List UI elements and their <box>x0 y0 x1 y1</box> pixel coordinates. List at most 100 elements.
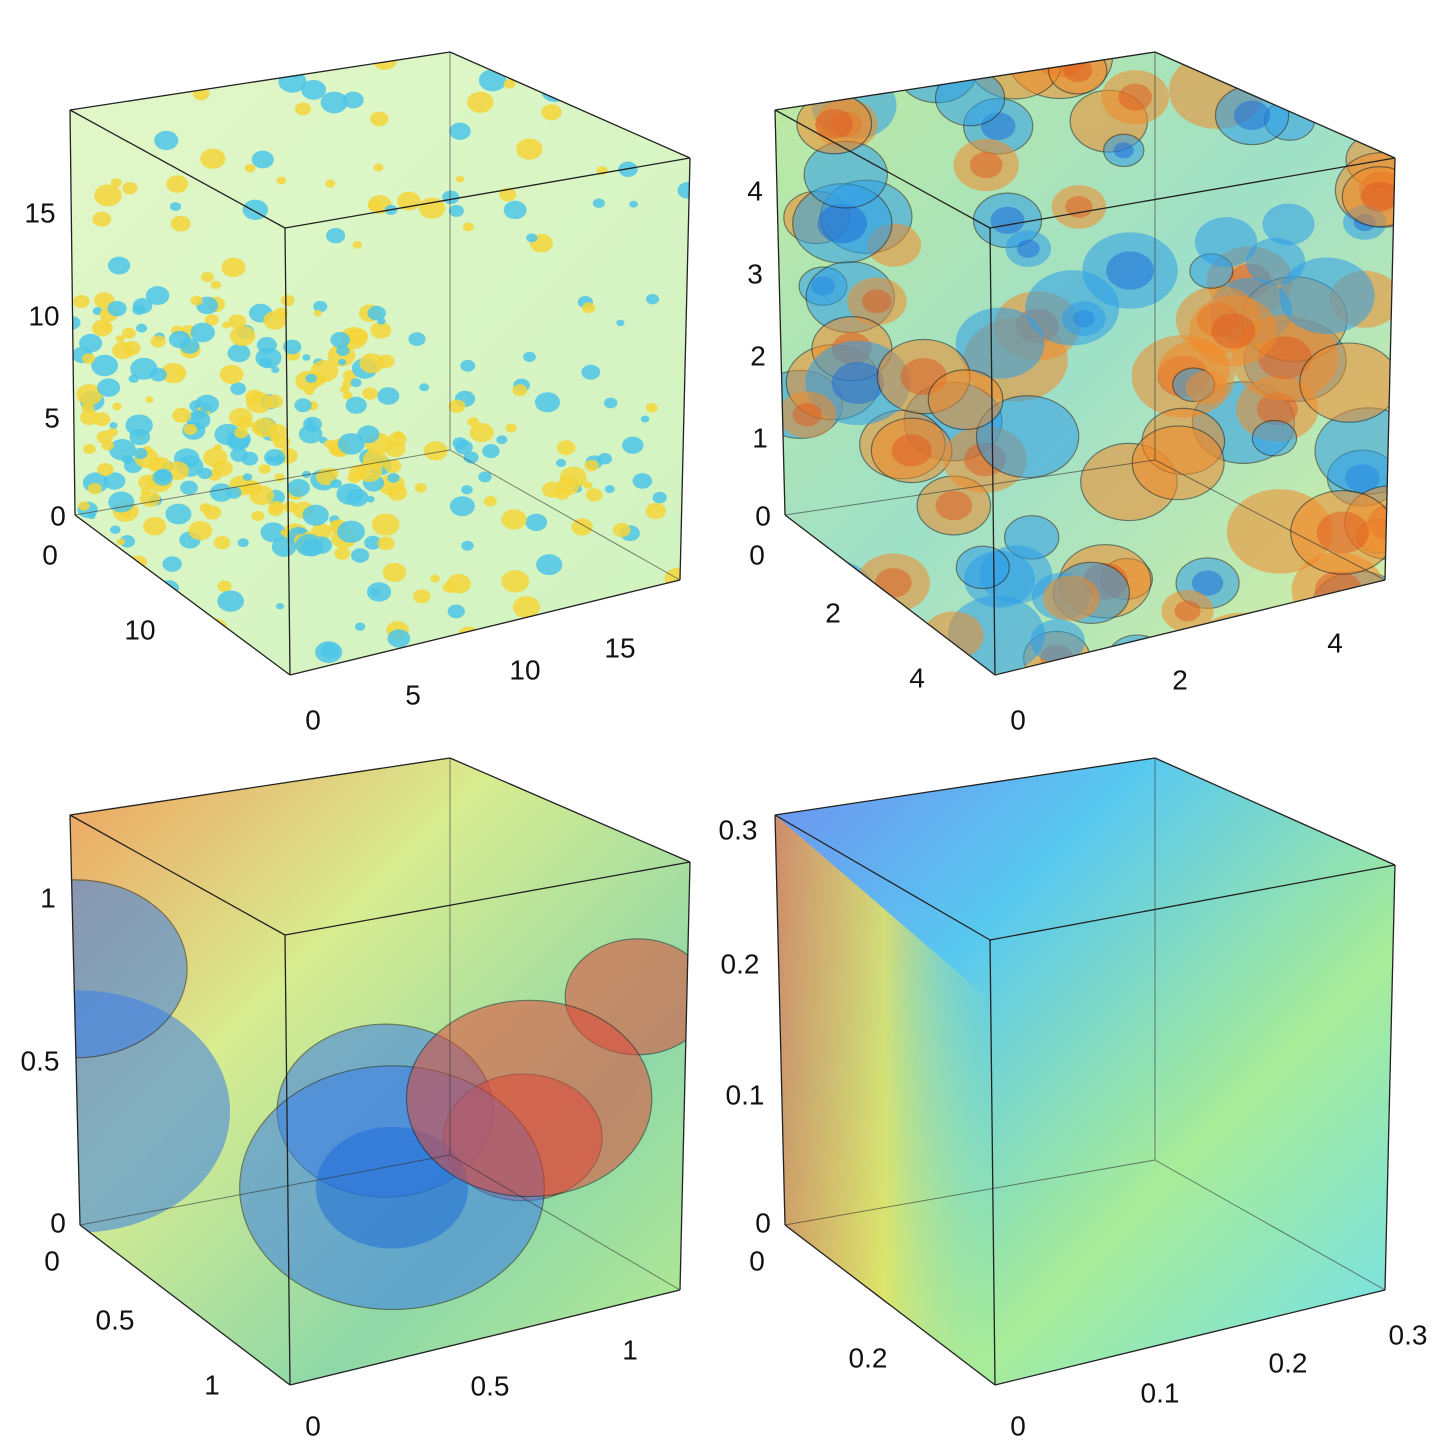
negative-isosurface <box>351 548 370 563</box>
x-tick-label: 0 <box>305 1410 321 1441</box>
negative-isosurface <box>640 415 650 423</box>
cube-edge <box>74 514 291 676</box>
z-tick-label: 15 <box>24 197 55 228</box>
positive-isosurface <box>244 163 256 173</box>
negative-isosurface <box>603 397 618 409</box>
positive-isosurface <box>377 536 395 551</box>
positive-isosurface <box>94 184 122 207</box>
negative-isosurface <box>452 437 468 450</box>
y-tick-label: 1 <box>204 1369 220 1400</box>
positive-isosurface <box>462 222 475 232</box>
negative-isosurface <box>1262 203 1315 246</box>
isosurface-core <box>1174 600 1201 622</box>
z-tick-label: 0 <box>755 1207 771 1238</box>
negative-isosurface <box>152 469 173 486</box>
negative-isosurface <box>655 619 676 636</box>
isosurface-core <box>315 1126 469 1249</box>
positive-isosurface <box>775 586 841 675</box>
positive-isosurface <box>166 175 189 193</box>
negative-isosurface <box>777 57 829 98</box>
positive-isosurface <box>1319 52 1395 121</box>
cube-edge <box>284 227 291 676</box>
isosurface-core <box>861 289 892 314</box>
positive-isosurface <box>190 295 203 306</box>
cube-panel-top-right <box>774 51 1396 676</box>
negative-isosurface <box>149 367 167 382</box>
isosurface-core <box>1106 251 1154 290</box>
z-tick-label: 10 <box>28 300 59 331</box>
positive-isosurface <box>283 501 298 513</box>
positive-isosurface <box>583 64 610 86</box>
cube-edge <box>284 934 291 1386</box>
negative-isosurface <box>575 55 598 74</box>
negative-isosurface <box>295 534 324 557</box>
positive-isosurface <box>568 608 596 631</box>
x-tick-label: 15 <box>604 632 635 663</box>
negative-isosurface <box>1106 634 1168 675</box>
positive-isosurface <box>622 56 647 76</box>
negative-isosurface <box>128 374 139 383</box>
negative-isosurface <box>1251 419 1298 457</box>
positive-isosurface <box>1243 644 1290 675</box>
isosurface-core <box>1255 653 1279 672</box>
positive-isosurface <box>418 197 446 219</box>
isosurface-core <box>1233 100 1271 130</box>
cube-panel-bottom-right <box>774 757 1396 1386</box>
negative-isosurface <box>525 513 548 532</box>
positive-isosurface <box>571 518 593 536</box>
cube-back-edge <box>784 459 1156 516</box>
positive-isosurface <box>1283 52 1368 114</box>
negative-isosurface <box>526 233 538 243</box>
negative-isosurface <box>555 458 567 468</box>
isosurface-core <box>1211 313 1256 349</box>
cube-back-edge <box>449 1154 681 1291</box>
negative-isosurface <box>668 659 680 670</box>
negative-isosurface <box>283 339 302 355</box>
isosurface-core <box>891 434 932 467</box>
cube-edge <box>289 579 681 676</box>
negative-isosurface <box>345 396 367 414</box>
positive-isosurface <box>349 465 368 480</box>
panel-bottom-right-ticks: 0.3 0.2 0.1 0 0 0.2 0 0.1 0.2 0.3 <box>719 814 1428 1441</box>
positive-isosurface <box>448 399 466 413</box>
positive-isosurface <box>334 547 351 560</box>
positive-isosurface <box>234 427 249 439</box>
z-tick-label: 0.2 <box>721 948 760 979</box>
negative-isosurface <box>338 358 347 366</box>
negative-isosurface <box>200 402 212 413</box>
z-tick-label: 3 <box>747 258 763 289</box>
negative-isosurface <box>934 69 1006 127</box>
positive-isosurface <box>219 364 244 384</box>
negative-isosurface <box>303 416 322 432</box>
z-tick-label: 1 <box>752 422 768 453</box>
positive-isosurface <box>268 424 288 440</box>
positive-isosurface <box>325 179 336 188</box>
cube-edge <box>1154 757 1396 866</box>
cube-back-edge <box>74 449 451 516</box>
negative-isosurface <box>278 70 307 93</box>
isosurface-core <box>1113 142 1134 159</box>
negative-isosurface <box>649 655 661 665</box>
isosurface-core <box>875 568 912 598</box>
negative-isosurface <box>135 323 148 333</box>
isosurface-core <box>1304 63 1347 97</box>
cube-panel-top-left <box>69 51 691 676</box>
positive-isosurface <box>467 91 494 113</box>
cube-edge <box>774 51 1156 111</box>
positive-isosurface <box>382 562 407 582</box>
negative-isosurface <box>668 661 690 675</box>
positive-isosurface <box>387 485 408 501</box>
negative-isosurface <box>145 286 170 305</box>
negative-isosurface <box>478 69 507 92</box>
negative-isosurface <box>597 453 613 465</box>
negative-isosurface <box>162 556 182 572</box>
negative-isosurface <box>1030 619 1085 663</box>
negative-isosurface <box>91 354 119 377</box>
isosurface-core <box>935 490 973 521</box>
positive-isosurface <box>483 495 497 507</box>
negative-isosurface <box>158 580 179 597</box>
isosurface-core <box>1361 181 1395 212</box>
isosurface-core <box>775 609 813 654</box>
negative-isosurface <box>260 522 286 543</box>
